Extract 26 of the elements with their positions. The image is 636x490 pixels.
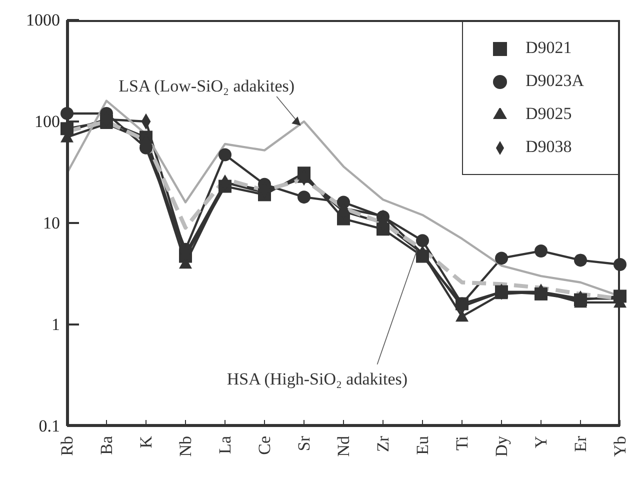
annotation: HSA (High-SiO₂ adakites) (226, 369, 408, 388)
x-tick-label: Rb (58, 436, 76, 456)
y-tick-label: 1 (52, 315, 60, 334)
x-tick-label: Dy (492, 436, 511, 457)
x-tick-label: Er (571, 436, 590, 452)
y-tick-label: 100 (34, 112, 60, 131)
x-tick-label: La (216, 436, 234, 454)
x-tick-label: Yb (610, 436, 630, 457)
x-tick-label: Eu (413, 436, 432, 455)
legend-label: D9023A (525, 71, 584, 90)
x-tick-label: Zr (374, 436, 392, 452)
x-tick-label: Ba (97, 436, 116, 455)
legend-label: D9021 (525, 38, 572, 57)
y-tick-label: 1000 (26, 10, 60, 30)
x-tick-label: Nb (176, 436, 195, 457)
x-tick-label: Ce (255, 436, 274, 455)
legend-label: D9038 (525, 137, 572, 156)
x-tick-label: Sr (294, 436, 314, 452)
legend-label: D9025 (525, 104, 572, 123)
x-tick-label: Ti (452, 436, 472, 451)
annotation: LSA (Low-SiO₂ adakites) (118, 76, 295, 96)
x-tick-label: K (136, 435, 156, 448)
y-tick-label: 10 (43, 214, 60, 232)
y-tick-label: 0.1 (38, 416, 60, 436)
x-tick-label: Y (532, 436, 550, 448)
x-tick-label: Nd (334, 436, 353, 457)
